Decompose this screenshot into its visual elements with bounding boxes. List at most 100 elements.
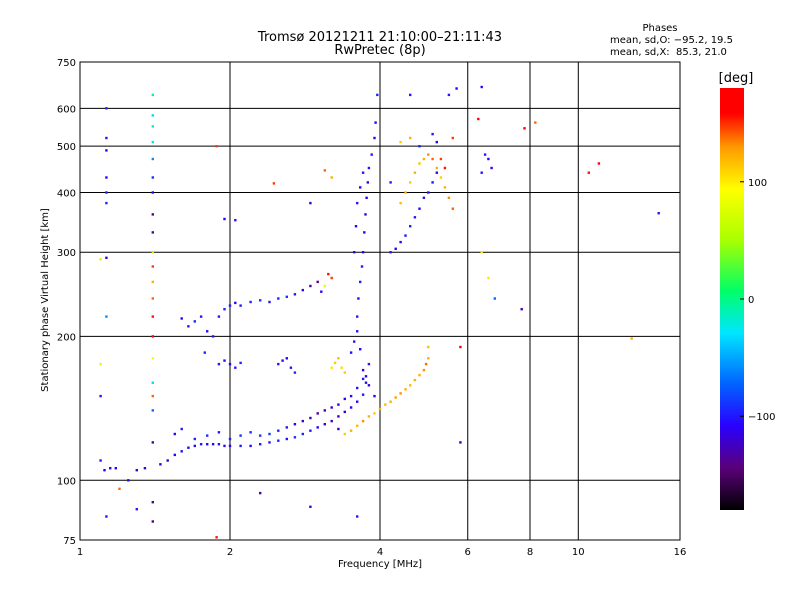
echo-point	[277, 362, 280, 366]
echo-point	[361, 419, 365, 423]
echo-point	[487, 157, 490, 161]
echo-point	[389, 181, 392, 184]
echo-point	[365, 196, 368, 199]
y-tick-label: 200	[57, 332, 76, 343]
echo-point	[418, 207, 421, 210]
echo-point	[337, 357, 340, 360]
echo-point	[367, 362, 371, 366]
echo-point	[105, 176, 108, 179]
echo-point	[330, 276, 333, 280]
echo-point	[151, 231, 154, 234]
echo-points	[99, 85, 660, 539]
echo-point	[173, 453, 176, 457]
echo-point	[413, 216, 417, 219]
echo-point	[424, 362, 428, 366]
echo-point	[187, 446, 190, 449]
echo-point	[293, 436, 297, 439]
echo-point	[193, 444, 196, 448]
x-tick-label: 8	[527, 547, 533, 558]
echo-point	[105, 256, 108, 259]
echo-point	[389, 400, 392, 403]
echo-point	[151, 176, 154, 179]
echo-point	[135, 469, 138, 472]
echo-point	[354, 225, 358, 228]
echo-point	[234, 219, 237, 222]
echo-point	[99, 258, 102, 261]
echo-point	[361, 368, 365, 372]
echo-point	[427, 191, 430, 194]
echo-point	[151, 114, 154, 117]
echo-point	[234, 366, 237, 369]
echo-point	[337, 415, 340, 418]
echo-point	[309, 429, 312, 432]
echo-point	[422, 157, 426, 161]
echo-point	[215, 145, 218, 148]
y-tick-label: 400	[57, 188, 76, 199]
echo-point	[353, 340, 356, 343]
echo-point	[373, 136, 376, 140]
echo-point	[630, 337, 633, 340]
echo-point	[151, 335, 154, 338]
echo-point	[409, 225, 412, 228]
echo-point	[180, 450, 183, 453]
echo-point	[259, 299, 262, 302]
echo-point	[320, 290, 323, 293]
echo-point	[363, 231, 366, 234]
echo-point	[105, 201, 108, 205]
echo-point	[228, 362, 232, 366]
echo-point	[151, 394, 154, 398]
echo-point	[159, 463, 162, 466]
echo-point	[343, 432, 346, 436]
echo-point	[285, 426, 288, 429]
echo-point	[343, 371, 346, 374]
echo-point	[490, 166, 493, 170]
echo-point	[105, 191, 108, 194]
echo-point	[281, 359, 284, 362]
echo-point	[394, 247, 397, 250]
echo-point	[413, 378, 417, 382]
colorbar-tick-label: 0	[748, 295, 754, 306]
echo-point	[268, 432, 271, 436]
echo-point	[409, 136, 412, 140]
echo-point	[223, 444, 226, 448]
echo-point	[105, 149, 108, 152]
echo-point	[249, 444, 252, 448]
x-axis: 1 2 4 6 8 10 16	[77, 547, 687, 558]
echo-point	[435, 140, 438, 144]
echo-point	[520, 308, 523, 311]
echo-point	[259, 491, 262, 495]
echo-point	[447, 196, 451, 199]
x-tick-label: 4	[377, 547, 383, 558]
colorbar-ticks: 100 0 −100	[740, 178, 775, 423]
echo-point	[480, 85, 483, 89]
echo-point	[99, 362, 102, 366]
echo-point	[333, 361, 337, 365]
echo-point	[361, 377, 365, 381]
echo-point	[418, 145, 421, 148]
echo-point	[364, 381, 368, 384]
echo-point	[109, 467, 112, 470]
echo-point	[277, 297, 280, 300]
echo-point	[451, 207, 454, 210]
colorbar-tick-label: −100	[748, 412, 775, 423]
echo-point	[127, 479, 130, 482]
echo-point	[455, 87, 458, 90]
echo-point	[431, 132, 434, 136]
echo-point	[374, 121, 377, 124]
echo-point	[487, 276, 490, 280]
echo-point	[206, 434, 209, 437]
echo-point	[327, 272, 330, 276]
echo-point	[151, 191, 154, 194]
echo-point	[234, 301, 237, 305]
echo-point	[316, 426, 319, 429]
echo-point	[173, 432, 176, 436]
echo-point	[373, 394, 376, 398]
echo-point	[323, 409, 326, 412]
echo-point	[480, 171, 483, 174]
echo-point	[277, 439, 280, 442]
y-tick-label: 300	[57, 248, 76, 259]
echo-point	[228, 437, 232, 441]
echo-point	[435, 171, 438, 174]
x-axis-label: Frequency [MHz]	[338, 559, 422, 570]
